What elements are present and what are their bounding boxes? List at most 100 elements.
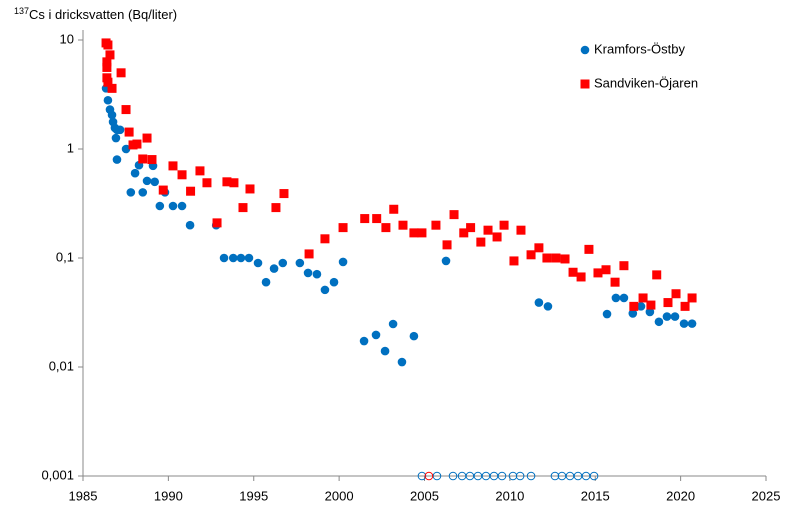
point (629, 301, 639, 311)
point (107, 83, 117, 93)
point (534, 243, 544, 253)
point (168, 201, 178, 211)
point (303, 268, 313, 278)
point (619, 293, 629, 303)
point (107, 110, 117, 120)
point (111, 133, 121, 143)
point (320, 234, 330, 244)
point (186, 186, 196, 196)
point (236, 253, 246, 263)
point (177, 170, 187, 180)
point (105, 50, 115, 60)
point (278, 258, 288, 268)
point (115, 125, 125, 135)
x-tick-label: 1990 (154, 488, 183, 503)
point (560, 254, 570, 264)
nondetect-point (417, 471, 427, 481)
point (253, 258, 263, 268)
point (680, 301, 690, 311)
point (568, 267, 578, 277)
point (245, 184, 255, 194)
point (602, 309, 612, 319)
x-tick-label: 1985 (69, 488, 98, 503)
point (371, 330, 381, 340)
nondetect-point (589, 471, 599, 481)
nondetect-point (526, 471, 536, 481)
point (103, 77, 113, 87)
point (150, 177, 160, 187)
point (158, 185, 168, 195)
x-tick-label: 2025 (752, 488, 781, 503)
nondetect-point (497, 471, 507, 481)
point (542, 253, 552, 263)
point (121, 144, 131, 154)
point (372, 214, 382, 224)
point (121, 105, 131, 115)
point (185, 220, 195, 230)
y-axis-title-main: Cs i dricksvatten (Bq/liter) (29, 7, 177, 22)
point (431, 220, 441, 230)
y-tick-label: 1 (67, 140, 74, 155)
point (551, 253, 561, 263)
point (628, 309, 638, 318)
point (222, 177, 232, 187)
point (534, 298, 544, 307)
point (492, 232, 502, 242)
point (138, 188, 148, 197)
point (663, 298, 673, 308)
point (645, 307, 655, 317)
point (103, 40, 113, 50)
point (476, 237, 486, 247)
y-tick-label: 0,1 (56, 249, 74, 264)
point (212, 218, 222, 228)
y-axis-title: 137Cs i dricksvatten (Bq/liter) (14, 6, 177, 22)
point (584, 244, 594, 254)
x-tick-label: 2015 (581, 488, 610, 503)
point (499, 220, 509, 230)
point (576, 272, 586, 282)
point (654, 317, 664, 327)
legend-marker (580, 45, 590, 55)
point (388, 319, 398, 329)
point (228, 253, 238, 263)
point (381, 223, 391, 233)
point (320, 285, 330, 295)
y-tick-label: 10 (60, 31, 74, 46)
point (138, 154, 148, 164)
point (103, 95, 113, 105)
point (142, 133, 152, 143)
point (219, 253, 229, 263)
x-tick-label: 2005 (410, 488, 439, 503)
point (142, 176, 152, 186)
point (112, 155, 122, 164)
y-tick-label: 0,001 (41, 467, 74, 482)
point (102, 62, 112, 72)
point (526, 250, 536, 260)
point (679, 319, 689, 328)
x-tick-label: 1995 (239, 488, 268, 503)
x-tick-label: 2010 (495, 488, 524, 503)
point (652, 270, 662, 280)
x-tick-label: 2020 (666, 488, 695, 503)
y-axis-title-sup: 137 (14, 6, 29, 16)
point (417, 228, 427, 238)
point (593, 268, 603, 278)
point (126, 188, 136, 197)
point (312, 269, 322, 279)
point (202, 178, 212, 188)
point (543, 302, 553, 311)
point (359, 336, 369, 346)
point (130, 168, 140, 178)
point (398, 220, 408, 230)
point (646, 300, 656, 310)
y-tick-label: 0,01 (49, 358, 74, 373)
point (116, 68, 126, 78)
point (102, 57, 112, 67)
point (389, 204, 399, 214)
point (177, 201, 187, 211)
legend-label: Kramfors-Östby (594, 41, 686, 56)
legend-label: Sandviken-Öjaren (594, 75, 698, 90)
point (670, 312, 680, 321)
